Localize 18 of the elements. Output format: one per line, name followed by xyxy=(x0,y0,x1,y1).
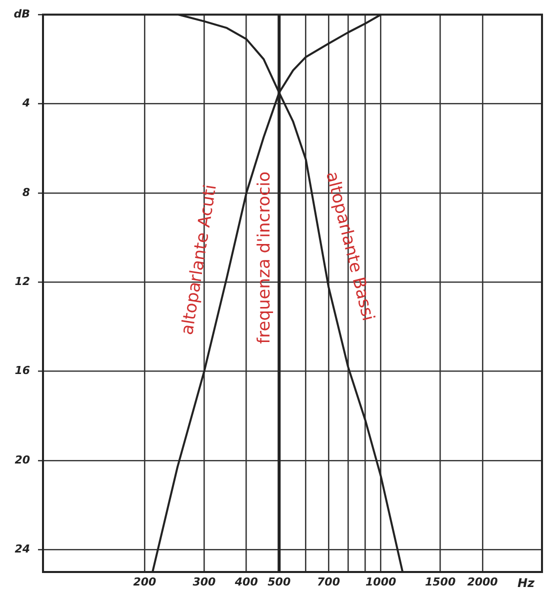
y-tick-label: 12 xyxy=(14,275,30,288)
y-tick-label: 8 xyxy=(22,186,30,199)
text: altoparlante Acuti xyxy=(177,183,221,336)
y-tick-label: 4 xyxy=(21,96,30,110)
x-tick-label: 300 xyxy=(192,575,216,588)
x-axis-title: Hz xyxy=(517,576,536,590)
ref-line-label: frequenza d'incrocio xyxy=(254,171,275,344)
x-tick-label: 2000 xyxy=(467,575,498,588)
x-tick-label: 700 xyxy=(317,575,340,588)
y-tick-label: 16 xyxy=(14,364,30,378)
y-tick-label: 24 xyxy=(14,542,30,556)
y-tick-label: dB xyxy=(14,7,30,20)
x-tick-label: 400 xyxy=(234,575,258,588)
x-tick-label: 500 xyxy=(268,575,291,588)
x-tick-label: 1500 xyxy=(424,575,456,588)
y-tick-label: 20 xyxy=(14,453,30,466)
x-tick-label: 200 xyxy=(133,575,157,588)
x-tick-label: 1000 xyxy=(366,575,396,588)
